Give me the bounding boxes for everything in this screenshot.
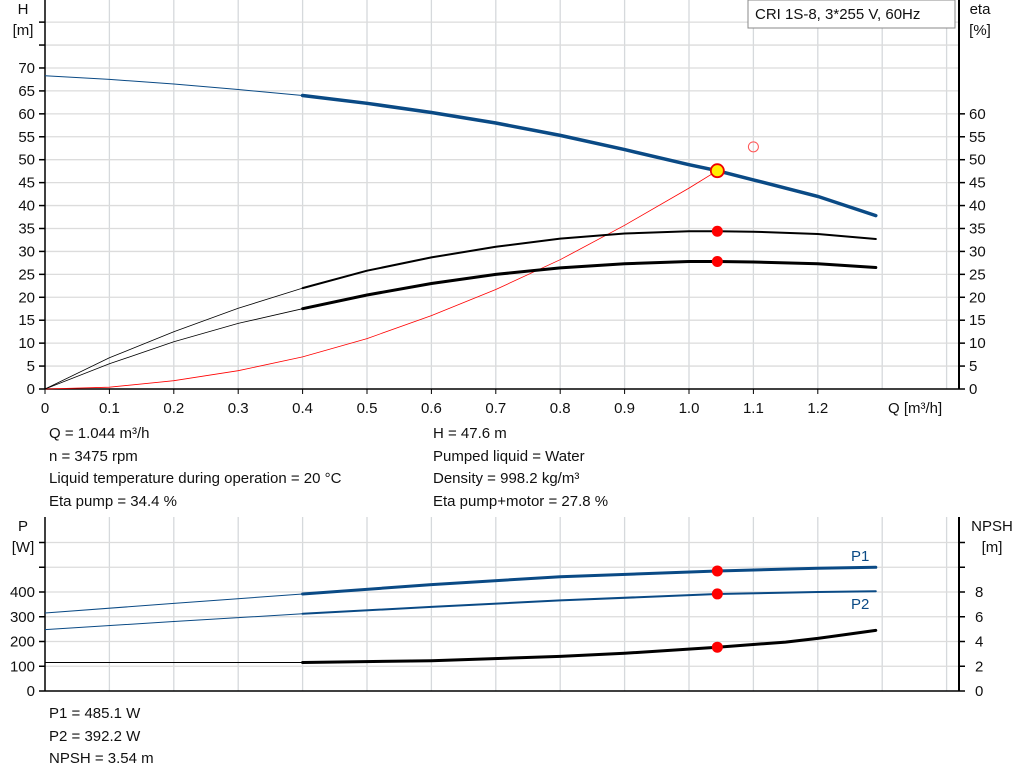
chart-title: CRI 1S-8, 3*255 V, 60Hz [755,6,920,23]
npsh-tick-label: 6 [975,609,983,626]
info-eta-pump: Eta pump = 34.4 % [49,492,177,510]
p1-curve-extrapolated [44,593,303,614]
x-tick-label: 0.2 [163,400,184,417]
y-tick-label: 65 [18,83,35,100]
info-bottom: P1 = 485.1 W P2 = 392.2 W NPSH = 3.54 m [49,703,154,771]
y-right-tick-label: 10 [969,335,986,352]
eta-pump-curve-extrapolated [44,287,303,390]
y-tick-label: 0 [27,381,35,398]
x-axis-label: Q [m³/h] [888,400,942,417]
npsh-axis-unit: [m] [982,539,1003,556]
y-right-tick-label: 0 [969,381,977,398]
title-box [747,0,956,29]
x-tick-label: 0.3 [228,400,249,417]
y-tick-label: 15 [18,312,35,329]
info-liquid: Pumped liquid = Water [433,447,585,465]
info-density: Density = 998.2 kg/m³ [433,470,580,487]
info-h: H = 47.6 m [433,425,507,442]
x-tick-label: 0.7 [485,400,506,417]
y-tick-label: 40 [18,198,35,215]
info-temperature: Liquid temperature during operation = 20… [49,470,342,487]
head-curve [300,93,878,218]
p-axis-label: P [18,518,28,535]
x-tick-label: 0.8 [550,400,571,417]
p-tick-label: 300 [10,609,35,626]
x-tick-label: 0 [41,400,49,417]
y-right-axis-unit: [%] [969,22,991,39]
y-right-tick-label: 60 [969,106,986,123]
p2-curve-extrapolated [44,613,303,631]
head-curve-extrapolated [44,75,303,96]
y-right-tick-label: 45 [969,175,986,192]
p2-curve [301,590,877,615]
system-curve [44,170,718,390]
y-axis-label: H [18,1,29,18]
y-axis-unit: [m] [13,22,34,39]
info-top-left: Q = 1.044 m³/h n = 3475 rpm Liquid tempe… [49,423,341,513]
x-tick-label: 1.1 [743,400,764,417]
y-tick-label: 10 [18,335,35,352]
info-eta-pump-motor: Eta pump+motor = 27.8 % [433,492,609,510]
info-top-right: H = 47.6 m Pumped liquid = Water Density… [433,423,608,513]
npsh-tick-label: 4 [975,634,983,651]
y-tick-label: 60 [18,106,35,123]
p2-label: P2 [851,596,869,613]
info-p1: P1 = 485.1 W [49,705,141,722]
y-tick-label: 45 [18,175,35,192]
y-tick-label: 55 [18,129,35,146]
npsh-tick-label: 2 [975,658,983,675]
y-tick-label: 20 [18,289,35,306]
y-tick-label: 35 [18,220,35,237]
y-right-tick-label: 25 [969,266,986,283]
y-right-tick-label: 40 [969,198,986,215]
y-right-tick-label: 55 [969,129,986,146]
p-tick-label: 200 [10,634,35,651]
p-tick-label: 400 [10,584,35,601]
y-right-axis-label: eta [970,1,992,18]
x-tick-label: 1.0 [679,400,700,417]
x-tick-label: 0.1 [99,400,120,417]
x-tick-label: 0.9 [614,400,635,417]
y-tick-label: 25 [18,266,35,283]
info-npsh: NPSH = 3.54 m [49,750,154,767]
npsh-curve [301,628,878,664]
x-tick-label: 1.2 [807,400,828,417]
eta-pump-motor-point [711,256,723,268]
p-tick-label: 0 [27,683,35,700]
y-right-tick-label: 20 [969,289,986,306]
y-right-tick-label: 30 [969,243,986,260]
info-q: Q = 1.044 m³/h [49,425,150,442]
npsh-point [711,641,723,653]
y-tick-label: 5 [27,358,35,375]
operating-point [709,163,725,179]
p-axis-unit: [W] [12,539,35,556]
x-tick-label: 0.5 [357,400,378,417]
info-p2: P2 = 392.2 W [49,727,141,745]
p-tick-label: 100 [10,658,35,675]
eta-pump-motor-curve [301,260,878,311]
y-right-tick-label: 5 [969,358,977,375]
npsh-tick-label: 8 [975,584,983,601]
y-right-tick-label: 35 [969,220,986,237]
eta-pump-curve [301,230,877,290]
x-tick-label: 0.4 [292,400,313,417]
y-right-tick-label: 15 [969,312,986,329]
y-tick-label: 50 [18,152,35,169]
y-tick-label: 70 [18,60,35,77]
npsh-tick-label: 0 [975,683,983,700]
p1-curve [301,565,878,596]
p1-label: P1 [851,548,869,565]
p2-point [711,588,723,600]
info-speed: n = 3475 rpm [49,447,138,465]
eta-pump-motor-curve-extrapolated [44,308,303,390]
y-tick-label: 30 [18,243,35,260]
npsh-axis-label: NPSH [971,518,1013,535]
p1-point [711,565,723,577]
x-tick-label: 0.6 [421,400,442,417]
y-right-tick-label: 50 [969,152,986,169]
requested-point [747,141,759,153]
eta-pump-point [711,225,723,237]
